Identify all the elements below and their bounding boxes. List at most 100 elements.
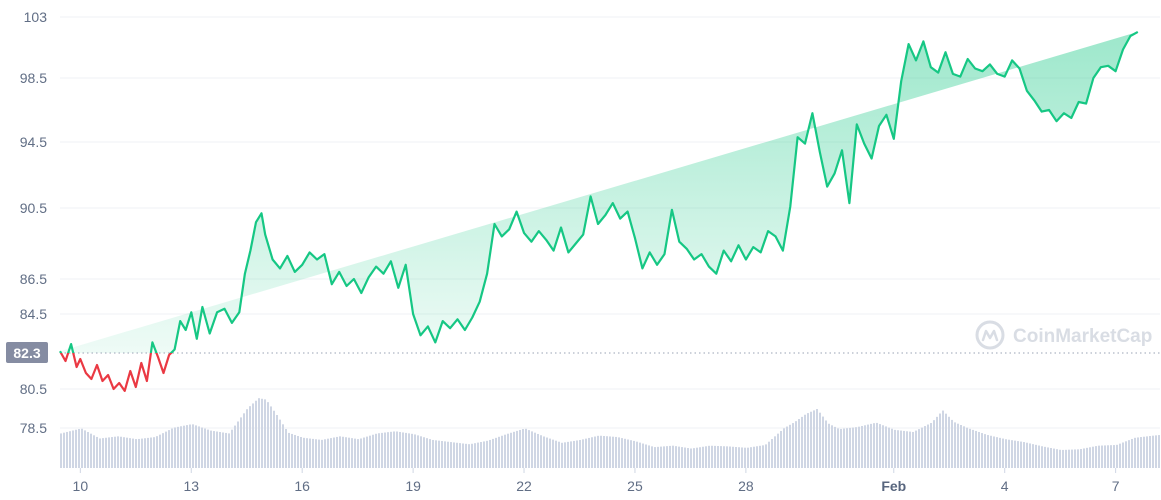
volume-bar (228, 433, 230, 468)
volume-bar (846, 428, 848, 468)
volume-bar (153, 437, 155, 468)
volume-bar (936, 416, 938, 468)
volume-bar (459, 443, 461, 468)
volume-bar (342, 436, 344, 468)
volume-bar (894, 429, 896, 468)
volume-bar (1005, 439, 1007, 468)
volume-bar (705, 446, 707, 468)
volume-bar (267, 402, 269, 468)
volume-bar (618, 437, 620, 468)
volume-bar (360, 438, 362, 468)
volume-bar (996, 437, 998, 468)
volume-bar (255, 400, 257, 468)
volume-bar (861, 425, 863, 468)
volume-bar (105, 437, 107, 468)
volume-bar (573, 440, 575, 468)
volume-bar (945, 413, 947, 468)
volume-bar (114, 436, 116, 468)
volume-bar (762, 445, 764, 468)
volume-bar (531, 431, 533, 468)
volume-bar (666, 446, 668, 468)
volume-bar (396, 431, 398, 468)
volume-bar (879, 424, 881, 468)
volume-bars (60, 398, 1160, 468)
volume-bar (603, 435, 605, 468)
x-tick-label: 10 (73, 478, 89, 494)
volume-bar (675, 446, 677, 468)
volume-bar (249, 406, 251, 468)
volume-bar (204, 428, 206, 468)
volume-bar (321, 439, 323, 468)
volume-bar (588, 437, 590, 468)
volume-bar (1056, 449, 1058, 468)
volume-bar (192, 424, 194, 468)
volume-bar (357, 439, 359, 468)
volume-bar (786, 426, 788, 468)
volume-bar (96, 436, 98, 468)
reference-label-text: 82.3 (13, 345, 40, 361)
volume-bar (63, 432, 65, 468)
volume-bar (600, 435, 602, 468)
volume-bar (1140, 437, 1142, 468)
volume-bar (489, 439, 491, 468)
volume-bar (759, 445, 761, 468)
volume-bar (1002, 438, 1004, 468)
volume-bar (1023, 442, 1025, 468)
reference-label: 82.3 (6, 342, 48, 363)
volume-bar (585, 438, 587, 468)
volume-bar (888, 427, 890, 468)
volume-bar (543, 436, 545, 468)
volume-bar (780, 430, 782, 468)
x-tick-label: 25 (627, 478, 643, 494)
volume-bar (297, 435, 299, 468)
volume-bar (819, 412, 821, 468)
volume-bar (84, 430, 86, 468)
volume-bar (672, 445, 674, 468)
volume-bar (837, 428, 839, 468)
volume-bar (1029, 443, 1031, 468)
volume-bar (1065, 449, 1067, 468)
volume-bar (1107, 445, 1109, 468)
y-tick-label: 94.5 (20, 134, 47, 150)
volume-bar (549, 438, 551, 468)
volume-bar (129, 438, 131, 468)
volume-bar (300, 437, 302, 468)
volume-bar (594, 436, 596, 468)
volume-bar (717, 445, 719, 468)
volume-bar (1110, 445, 1112, 468)
volume-bar (669, 445, 671, 468)
volume-bar (609, 436, 611, 468)
gridlines (60, 16, 1160, 429)
volume-bar (984, 434, 986, 468)
volume-bar (1050, 448, 1052, 468)
volume-bar (816, 409, 818, 468)
x-tick-label: 16 (294, 478, 310, 494)
volume-bar (324, 439, 326, 468)
price-line-up[interactable] (59, 30, 1139, 391)
volume-bar (612, 436, 614, 468)
volume-bar (810, 411, 812, 468)
volume-bar (432, 439, 434, 468)
volume-bar (1095, 446, 1097, 468)
volume-bar (891, 428, 893, 468)
volume-bar (384, 432, 386, 468)
volume-bar (978, 431, 980, 468)
volume-bar (429, 439, 431, 468)
volume-bar (621, 438, 623, 468)
volume-bar (438, 440, 440, 468)
volume-bar (1071, 449, 1073, 468)
x-tick-label: 13 (183, 478, 199, 494)
y-tick-label: 90.5 (20, 200, 47, 216)
volume-bar (897, 430, 899, 468)
volume-bar (648, 445, 650, 468)
volume-bar (519, 429, 521, 468)
volume-bar (1008, 439, 1010, 468)
volume-bar (471, 443, 473, 468)
volume-bar (312, 438, 314, 468)
volume-bar (756, 446, 758, 468)
volume-bar (285, 428, 287, 468)
volume-bar (237, 421, 239, 468)
volume-bar (186, 425, 188, 468)
volume-bar (840, 428, 842, 468)
